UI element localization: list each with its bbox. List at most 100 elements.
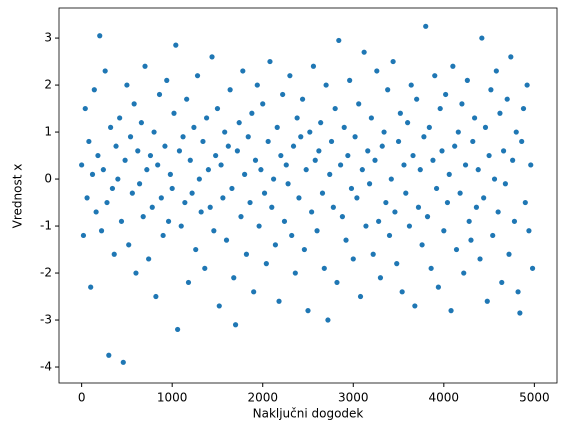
point xyxy=(149,204,155,210)
point xyxy=(129,190,135,196)
x-tick-label: 5000 xyxy=(519,391,550,405)
point xyxy=(450,63,456,69)
point xyxy=(200,138,206,145)
point xyxy=(348,185,355,192)
point xyxy=(493,68,499,74)
point xyxy=(443,91,449,98)
point xyxy=(321,265,327,271)
point xyxy=(102,68,108,74)
point xyxy=(473,204,480,210)
point xyxy=(472,115,478,121)
point xyxy=(109,185,116,192)
point xyxy=(126,242,132,248)
point xyxy=(526,228,532,234)
point xyxy=(95,152,101,159)
x-tick-label: 1000 xyxy=(157,391,188,405)
point xyxy=(339,214,346,220)
point xyxy=(484,298,490,304)
y-tick-label: -3 xyxy=(40,313,52,327)
x-tick-label: 2000 xyxy=(247,391,278,405)
point xyxy=(462,162,469,168)
point xyxy=(122,157,128,163)
point xyxy=(327,171,333,177)
point xyxy=(278,152,284,159)
y-tick-label: 2 xyxy=(44,78,52,92)
y-tick-label: 3 xyxy=(44,31,52,45)
point xyxy=(113,143,119,149)
point xyxy=(261,190,268,196)
point xyxy=(426,124,432,130)
point xyxy=(193,246,199,253)
point xyxy=(240,68,246,74)
point xyxy=(464,77,470,83)
point xyxy=(280,91,286,98)
point xyxy=(508,54,514,60)
point xyxy=(403,190,409,196)
point xyxy=(118,218,125,224)
point xyxy=(131,101,137,107)
point xyxy=(314,228,320,234)
point xyxy=(251,289,257,295)
point xyxy=(365,148,371,154)
point xyxy=(178,223,184,229)
point xyxy=(350,256,356,262)
y-tick-label: 0 xyxy=(44,172,52,186)
point xyxy=(180,134,186,140)
point xyxy=(368,115,374,121)
point xyxy=(486,152,492,159)
point xyxy=(156,91,163,98)
point xyxy=(510,157,516,163)
y-tick-label: 1 xyxy=(44,125,52,139)
point xyxy=(392,209,398,215)
point xyxy=(490,232,496,239)
point xyxy=(281,218,288,224)
point xyxy=(127,134,134,140)
point xyxy=(243,251,250,257)
point xyxy=(401,162,407,168)
point xyxy=(214,105,221,112)
point xyxy=(115,176,121,182)
point xyxy=(202,265,208,271)
point xyxy=(187,157,193,163)
point xyxy=(497,110,503,116)
point xyxy=(419,242,425,248)
point xyxy=(232,322,239,328)
point xyxy=(249,110,255,116)
point xyxy=(457,190,463,196)
point xyxy=(265,138,271,145)
point xyxy=(415,204,422,210)
point xyxy=(173,42,179,48)
point xyxy=(448,308,454,314)
point xyxy=(336,37,342,44)
point xyxy=(80,232,87,239)
point xyxy=(332,105,338,112)
point xyxy=(185,279,192,286)
point xyxy=(140,214,146,220)
point xyxy=(341,124,347,130)
point xyxy=(236,120,242,126)
point xyxy=(343,237,349,243)
point xyxy=(359,167,365,173)
point xyxy=(319,190,326,196)
point xyxy=(446,171,452,177)
point xyxy=(461,270,467,276)
point xyxy=(423,23,429,29)
x-axis-label: Naključni dogodek xyxy=(253,407,364,421)
point xyxy=(93,209,99,215)
point xyxy=(296,195,302,201)
point xyxy=(124,82,130,88)
point xyxy=(432,73,438,79)
point xyxy=(209,54,215,60)
point xyxy=(290,143,297,149)
point xyxy=(524,82,530,88)
point xyxy=(452,143,458,149)
point xyxy=(372,157,378,163)
point xyxy=(479,35,485,41)
point xyxy=(354,195,360,201)
point xyxy=(106,352,112,358)
point xyxy=(120,359,126,365)
point xyxy=(495,209,501,215)
point xyxy=(270,176,277,182)
point xyxy=(160,232,166,239)
